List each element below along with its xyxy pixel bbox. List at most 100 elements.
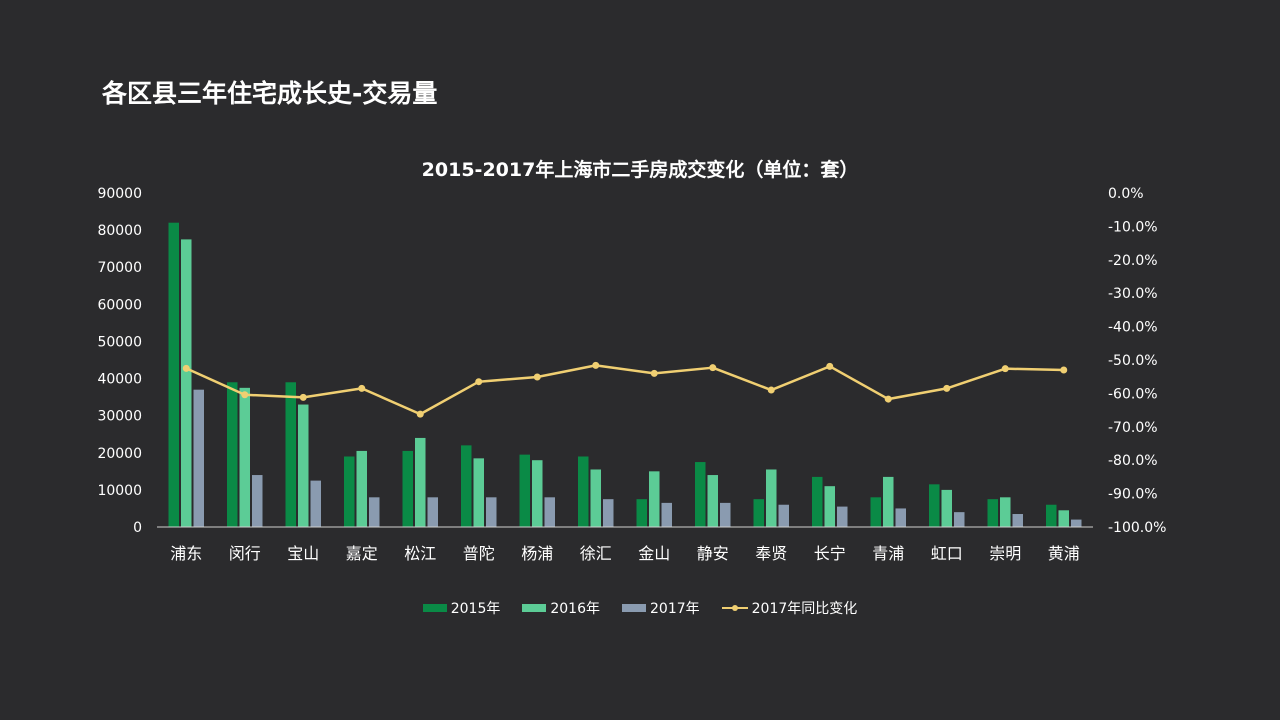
bar-2017年-闵行 xyxy=(252,475,263,527)
y-left-tick-label: 70000 xyxy=(97,260,142,276)
y-left-tick-label: 80000 xyxy=(97,223,142,239)
bar-2015年-浦东 xyxy=(168,222,179,527)
bar-2016年-徐汇 xyxy=(590,469,601,527)
y-left-tick-label: 90000 xyxy=(97,186,142,202)
point-2017年同比变化-虹口 xyxy=(943,384,951,392)
x-tick-label: 奉贤 xyxy=(755,544,787,563)
x-tick-label: 宝山 xyxy=(287,544,319,563)
bar-2015年-静安 xyxy=(695,462,706,527)
bar-2016年-静安 xyxy=(707,475,718,527)
bar-2016年-普陀 xyxy=(473,458,484,527)
legend-label-yoy: 2017年同比变化 xyxy=(751,601,858,617)
bar-2016年-金山 xyxy=(649,471,660,527)
y-left-tick-label: 30000 xyxy=(97,409,142,425)
point-2017年同比变化-嘉定 xyxy=(358,384,366,392)
line-2017年同比变化 xyxy=(185,364,1064,416)
bar-2015年-普陀 xyxy=(461,445,472,527)
x-tick-label: 静安 xyxy=(697,544,729,563)
y-right-tick-label: -10.0% xyxy=(1108,219,1158,235)
legend-swatch-yoy xyxy=(721,602,748,614)
bar-2017年-嘉定 xyxy=(369,497,380,527)
point-2017年同比变化-浦东 xyxy=(182,364,190,372)
y-right-tick-label: -50.0% xyxy=(1108,353,1158,369)
x-tick-label: 黄浦 xyxy=(1048,544,1080,563)
bar-2015年-黄浦 xyxy=(1046,504,1057,527)
point-2017年同比变化-长宁 xyxy=(826,362,834,370)
bar-2015年-奉贤 xyxy=(753,499,764,527)
y-left-tick-label: 60000 xyxy=(97,297,142,313)
bar-2015年-虹口 xyxy=(929,484,940,527)
y-left-tick-label: 40000 xyxy=(97,372,142,388)
bar-2017年-杨浦 xyxy=(544,497,555,527)
legend-swatch-2017 xyxy=(622,604,646,612)
bar-2017年-普陀 xyxy=(486,497,497,527)
bar-2015年-闵行 xyxy=(227,382,238,527)
legend-item-2016: 2016年 xyxy=(522,598,600,618)
y-right-tick-label: 0.0% xyxy=(1108,186,1144,202)
x-tick-label: 浦东 xyxy=(170,544,202,563)
bar-2016年-黄浦 xyxy=(1058,510,1069,527)
legend-item-2015: 2015年 xyxy=(422,598,501,618)
x-tick-label: 长宁 xyxy=(814,544,846,563)
bar-2016年-浦东 xyxy=(181,239,192,527)
y-right-tick-label: -60.0% xyxy=(1108,386,1158,402)
bar-2017年-金山 xyxy=(661,502,672,527)
y-right-tick-label: -30.0% xyxy=(1108,286,1158,302)
point-2017年同比变化-杨浦 xyxy=(533,373,541,381)
x-tick-label: 虹口 xyxy=(931,544,963,563)
bar-2015年-金山 xyxy=(636,499,647,527)
x-tick-label: 杨浦 xyxy=(521,544,553,563)
bar-2017年-松江 xyxy=(427,497,438,527)
legend-label-2015: 2015年 xyxy=(450,601,501,617)
bar-2016年-杨浦 xyxy=(532,460,543,527)
bar-2015年-青浦 xyxy=(870,497,881,527)
bar-2015年-长宁 xyxy=(812,476,823,527)
bar-2016年-青浦 xyxy=(883,476,894,527)
bar-2017年-崇明 xyxy=(1012,514,1023,527)
bar-2016年-长宁 xyxy=(824,486,835,527)
y-right-tick-label: -100.0% xyxy=(1108,520,1166,536)
x-tick-label: 青浦 xyxy=(872,544,904,563)
bar-2017年-宝山 xyxy=(310,480,321,527)
bar-2015年-松江 xyxy=(402,450,413,527)
legend-swatch-2016 xyxy=(522,604,547,612)
bar-2016年-闵行 xyxy=(239,387,250,527)
y-left-tick-label: 20000 xyxy=(97,446,142,462)
bar-2017年-虹口 xyxy=(954,512,965,527)
bar-2016年-松江 xyxy=(415,437,426,527)
chart-legend: 2015年 2016年 2017年 2017年同比变化 xyxy=(0,598,1280,618)
y-left-tick-label: 10000 xyxy=(97,483,142,499)
x-tick-label: 崇明 xyxy=(989,544,1021,563)
y-left-tick-label: 0 xyxy=(133,520,142,536)
x-tick-label: 徐汇 xyxy=(580,544,612,563)
chart-title: 2015-2017年上海市二手房成交变化（单位：套） xyxy=(421,159,859,181)
legend-label-2017: 2017年 xyxy=(650,601,700,617)
legend-item-2017: 2017年 xyxy=(622,598,700,618)
bar-2015年-崇明 xyxy=(987,499,998,527)
bar-2015年-嘉定 xyxy=(344,456,355,527)
bar-2016年-奉贤 xyxy=(766,469,777,527)
x-tick-label: 闵行 xyxy=(229,544,261,563)
point-2017年同比变化-黄浦 xyxy=(1060,366,1068,374)
point-2017年同比变化-奉贤 xyxy=(767,386,775,394)
legend-item-yoy: 2017年同比变化 xyxy=(721,598,858,618)
y-right-tick-label: -80.0% xyxy=(1108,453,1158,469)
bar-2015年-杨浦 xyxy=(519,454,530,527)
point-2017年同比变化-静安 xyxy=(709,364,717,372)
bar-2017年-黄浦 xyxy=(1071,519,1082,527)
point-2017年同比变化-金山 xyxy=(650,369,658,377)
y-left-tick-label: 50000 xyxy=(97,334,142,350)
point-2017年同比变化-普陀 xyxy=(475,378,483,386)
point-2017年同比变化-徐汇 xyxy=(592,361,600,369)
bar-2017年-静安 xyxy=(720,502,731,527)
y-right-tick-label: -90.0% xyxy=(1108,487,1158,503)
slide-title: 各区县三年住宅成长史-交易量 xyxy=(102,79,438,108)
legend-swatch-2015 xyxy=(422,604,447,612)
bar-2017年-长宁 xyxy=(837,506,848,527)
point-2017年同比变化-宝山 xyxy=(299,393,307,401)
bar-2016年-虹口 xyxy=(941,489,952,527)
bar-2016年-崇明 xyxy=(1000,497,1011,527)
bar-2017年-青浦 xyxy=(895,508,906,527)
x-tick-label: 金山 xyxy=(638,544,670,563)
